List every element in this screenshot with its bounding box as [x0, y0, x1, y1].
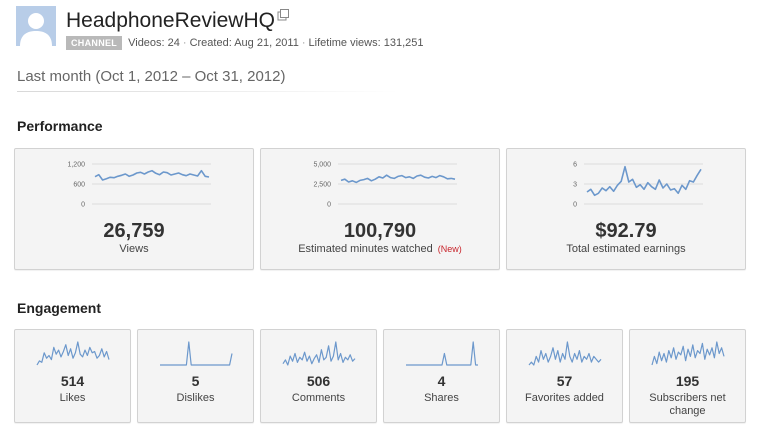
- series-line: [406, 341, 478, 366]
- comments-sparkline: [282, 341, 356, 366]
- channel-header: HeadphoneReviewHQ CHANNEL Videos: 24 · Crea…: [16, 6, 756, 52]
- favorites-card[interactable]: 57 Favorites added: [506, 329, 623, 423]
- y-tick-label: 5,000: [313, 162, 331, 169]
- comments-card[interactable]: 506 Comments: [260, 329, 377, 423]
- performance-heading: Performance: [17, 118, 103, 134]
- channel-name-text[interactable]: HeadphoneReviewHQ: [66, 9, 275, 32]
- shares-card[interactable]: 4 Shares: [383, 329, 500, 423]
- minutes-watched-label: Estimated minutes watched: [298, 243, 433, 255]
- divider: [17, 91, 399, 92]
- subscribers-sparkline: [651, 341, 725, 366]
- series-line: [160, 341, 233, 366]
- series-line: [586, 165, 702, 197]
- views-sparkline: 1,200 600 0: [67, 162, 211, 209]
- channel-badge: CHANNEL: [66, 36, 123, 50]
- minutes-watched-sparkline: 5,000 2,500 0: [313, 162, 457, 209]
- series-line: [651, 341, 725, 366]
- channel-title[interactable]: HeadphoneReviewHQ: [66, 9, 289, 33]
- external-link-icon[interactable]: [277, 9, 289, 21]
- comments-label: Comments: [291, 392, 346, 404]
- y-tick-label: 1,200: [67, 162, 85, 169]
- y-tick-label: 2,500: [313, 182, 331, 189]
- engagement-heading: Engagement: [17, 300, 102, 316]
- earnings-label: Total estimated earnings: [566, 243, 686, 255]
- dislikes-value: 5: [191, 373, 200, 389]
- likes-sparkline: [36, 341, 110, 366]
- series-line: [36, 341, 110, 366]
- dislikes-label: Dislikes: [176, 392, 215, 404]
- likes-card[interactable]: 514 Likes: [14, 329, 131, 423]
- earnings-card[interactable]: 6 3 0 $92.79 Total estimated earnings: [506, 148, 746, 270]
- likes-label: Likes: [59, 392, 86, 404]
- minutes-watched-label-row: Estimated minutes watched (New): [261, 243, 499, 255]
- views-value: 26,759: [103, 220, 165, 242]
- y-tick-label: 6: [573, 162, 577, 169]
- series-line: [528, 341, 602, 366]
- shares-label: Shares: [424, 392, 459, 404]
- channel-meta: CHANNEL Videos: 24 · Created: Aug 21, 2011 ·…: [66, 36, 423, 50]
- avatar[interactable]: [16, 6, 56, 46]
- dislikes-sparkline: [160, 341, 233, 366]
- meta-separator: ·: [182, 37, 187, 49]
- y-tick-label: 0: [81, 202, 85, 209]
- videos-count: Videos: 24: [128, 37, 180, 49]
- new-tag: (New): [437, 244, 462, 254]
- dislikes-card[interactable]: 5 Dislikes: [137, 329, 254, 423]
- favorites-value: 57: [556, 373, 573, 389]
- y-tick-label: 0: [573, 202, 577, 209]
- lifetime-views: Lifetime views: 131,251: [308, 37, 424, 49]
- shares-value: 4: [437, 373, 446, 389]
- meta-separator: ·: [301, 37, 306, 49]
- series-line: [340, 174, 456, 184]
- views-card[interactable]: 1,200 600 0 26,759 Views: [14, 148, 254, 270]
- minutes-watched-card[interactable]: 5,000 2,500 0 100,790 Estimated minutes wa…: [260, 148, 500, 270]
- comments-value: 506: [306, 373, 331, 389]
- default-user-icon: [16, 6, 56, 46]
- series-line: [282, 341, 356, 366]
- subscribers-label: Subscribers net change: [649, 392, 726, 417]
- likes-value: 514: [60, 373, 85, 389]
- y-tick-label: 0: [327, 202, 331, 209]
- y-tick-label: 600: [73, 182, 85, 189]
- subscribers-card[interactable]: 195 Subscribers net change: [629, 329, 746, 423]
- minutes-watched-value: 100,790: [343, 220, 417, 242]
- favorites-label: Favorites added: [525, 392, 604, 404]
- created-date: Created: Aug 21, 2011: [189, 37, 299, 49]
- series-line: [94, 169, 210, 181]
- views-label: Views: [119, 243, 149, 255]
- favorites-sparkline: [528, 341, 602, 366]
- date-range-label: Last month (Oct 1, 2012 – Oct 31, 2012): [17, 68, 286, 85]
- earnings-value: $92.79: [595, 220, 657, 242]
- y-tick-label: 3: [573, 182, 577, 189]
- earnings-sparkline: 6 3 0: [573, 162, 703, 209]
- shares-sparkline: [406, 341, 478, 366]
- subscribers-value: 195: [675, 373, 700, 389]
